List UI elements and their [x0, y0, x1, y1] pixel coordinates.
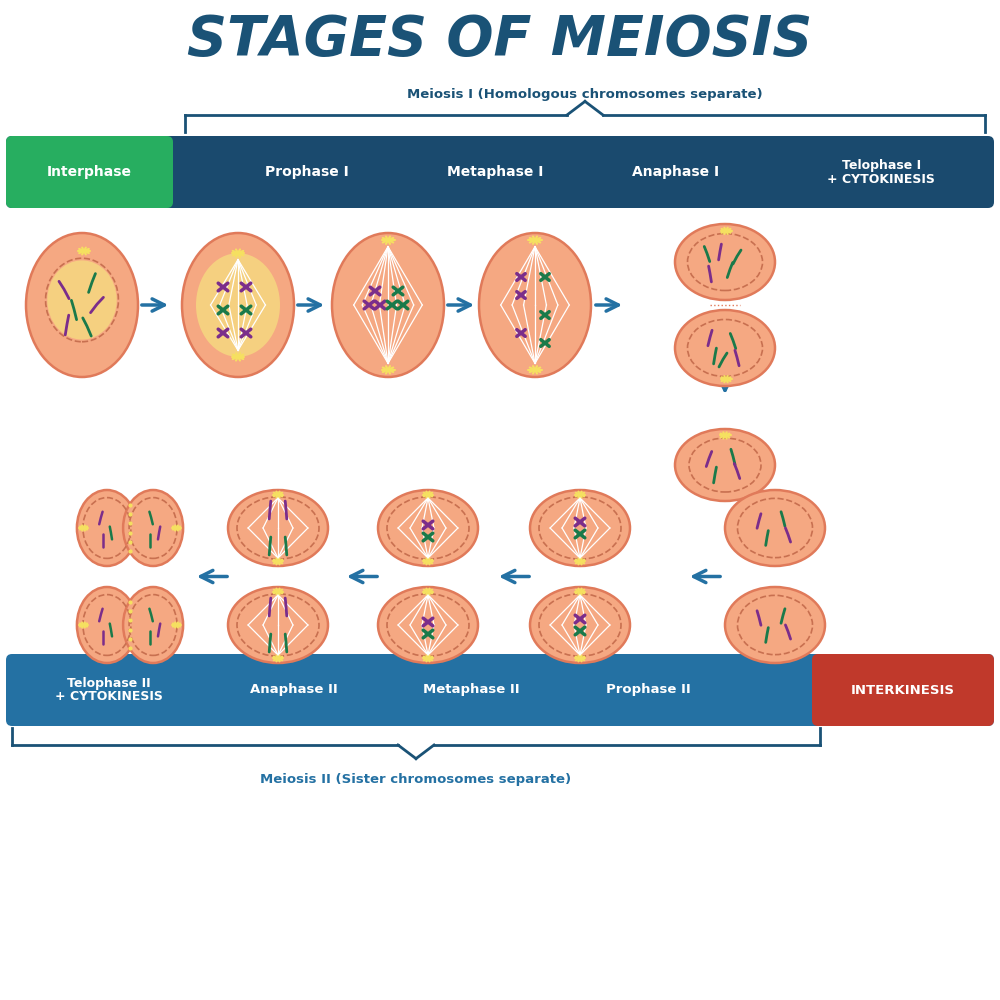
Text: INTERKINESIS: INTERKINESIS: [851, 684, 955, 696]
Ellipse shape: [123, 490, 183, 566]
Ellipse shape: [378, 587, 478, 663]
Ellipse shape: [332, 233, 444, 377]
Text: Anaphase II: Anaphase II: [250, 684, 338, 696]
Ellipse shape: [77, 490, 137, 566]
Text: Telophase I
+ CYTOKINESIS: Telophase I + CYTOKINESIS: [827, 159, 935, 186]
Ellipse shape: [675, 224, 775, 300]
Ellipse shape: [47, 260, 117, 340]
Ellipse shape: [26, 233, 138, 377]
FancyBboxPatch shape: [6, 136, 173, 208]
Text: Metaphase I: Metaphase I: [447, 165, 544, 179]
Ellipse shape: [530, 490, 630, 566]
Ellipse shape: [725, 490, 825, 566]
Text: Prophase II: Prophase II: [606, 684, 691, 696]
Ellipse shape: [196, 253, 280, 357]
Text: STAGES OF MEIOSIS: STAGES OF MEIOSIS: [187, 13, 813, 67]
Ellipse shape: [530, 587, 630, 663]
Ellipse shape: [182, 233, 294, 377]
Text: Anaphase I: Anaphase I: [632, 165, 720, 179]
FancyBboxPatch shape: [812, 654, 994, 726]
Text: Interphase: Interphase: [47, 165, 132, 179]
Text: Metaphase II: Metaphase II: [423, 684, 520, 696]
Ellipse shape: [675, 310, 775, 386]
Ellipse shape: [675, 429, 775, 501]
Text: Prophase I: Prophase I: [265, 165, 348, 179]
Ellipse shape: [228, 587, 328, 663]
Text: Telophase II
+ CYTOKINESIS: Telophase II + CYTOKINESIS: [55, 676, 163, 704]
Ellipse shape: [378, 490, 478, 566]
Text: Meiosis I (Homologous chromosomes separate): Meiosis I (Homologous chromosomes separa…: [407, 88, 763, 101]
Text: Meiosis II (Sister chromosomes separate): Meiosis II (Sister chromosomes separate): [260, 774, 572, 786]
FancyBboxPatch shape: [6, 654, 994, 726]
Ellipse shape: [77, 587, 137, 663]
Ellipse shape: [725, 587, 825, 663]
FancyBboxPatch shape: [6, 136, 994, 208]
Ellipse shape: [228, 490, 328, 566]
Ellipse shape: [123, 587, 183, 663]
Ellipse shape: [479, 233, 591, 377]
